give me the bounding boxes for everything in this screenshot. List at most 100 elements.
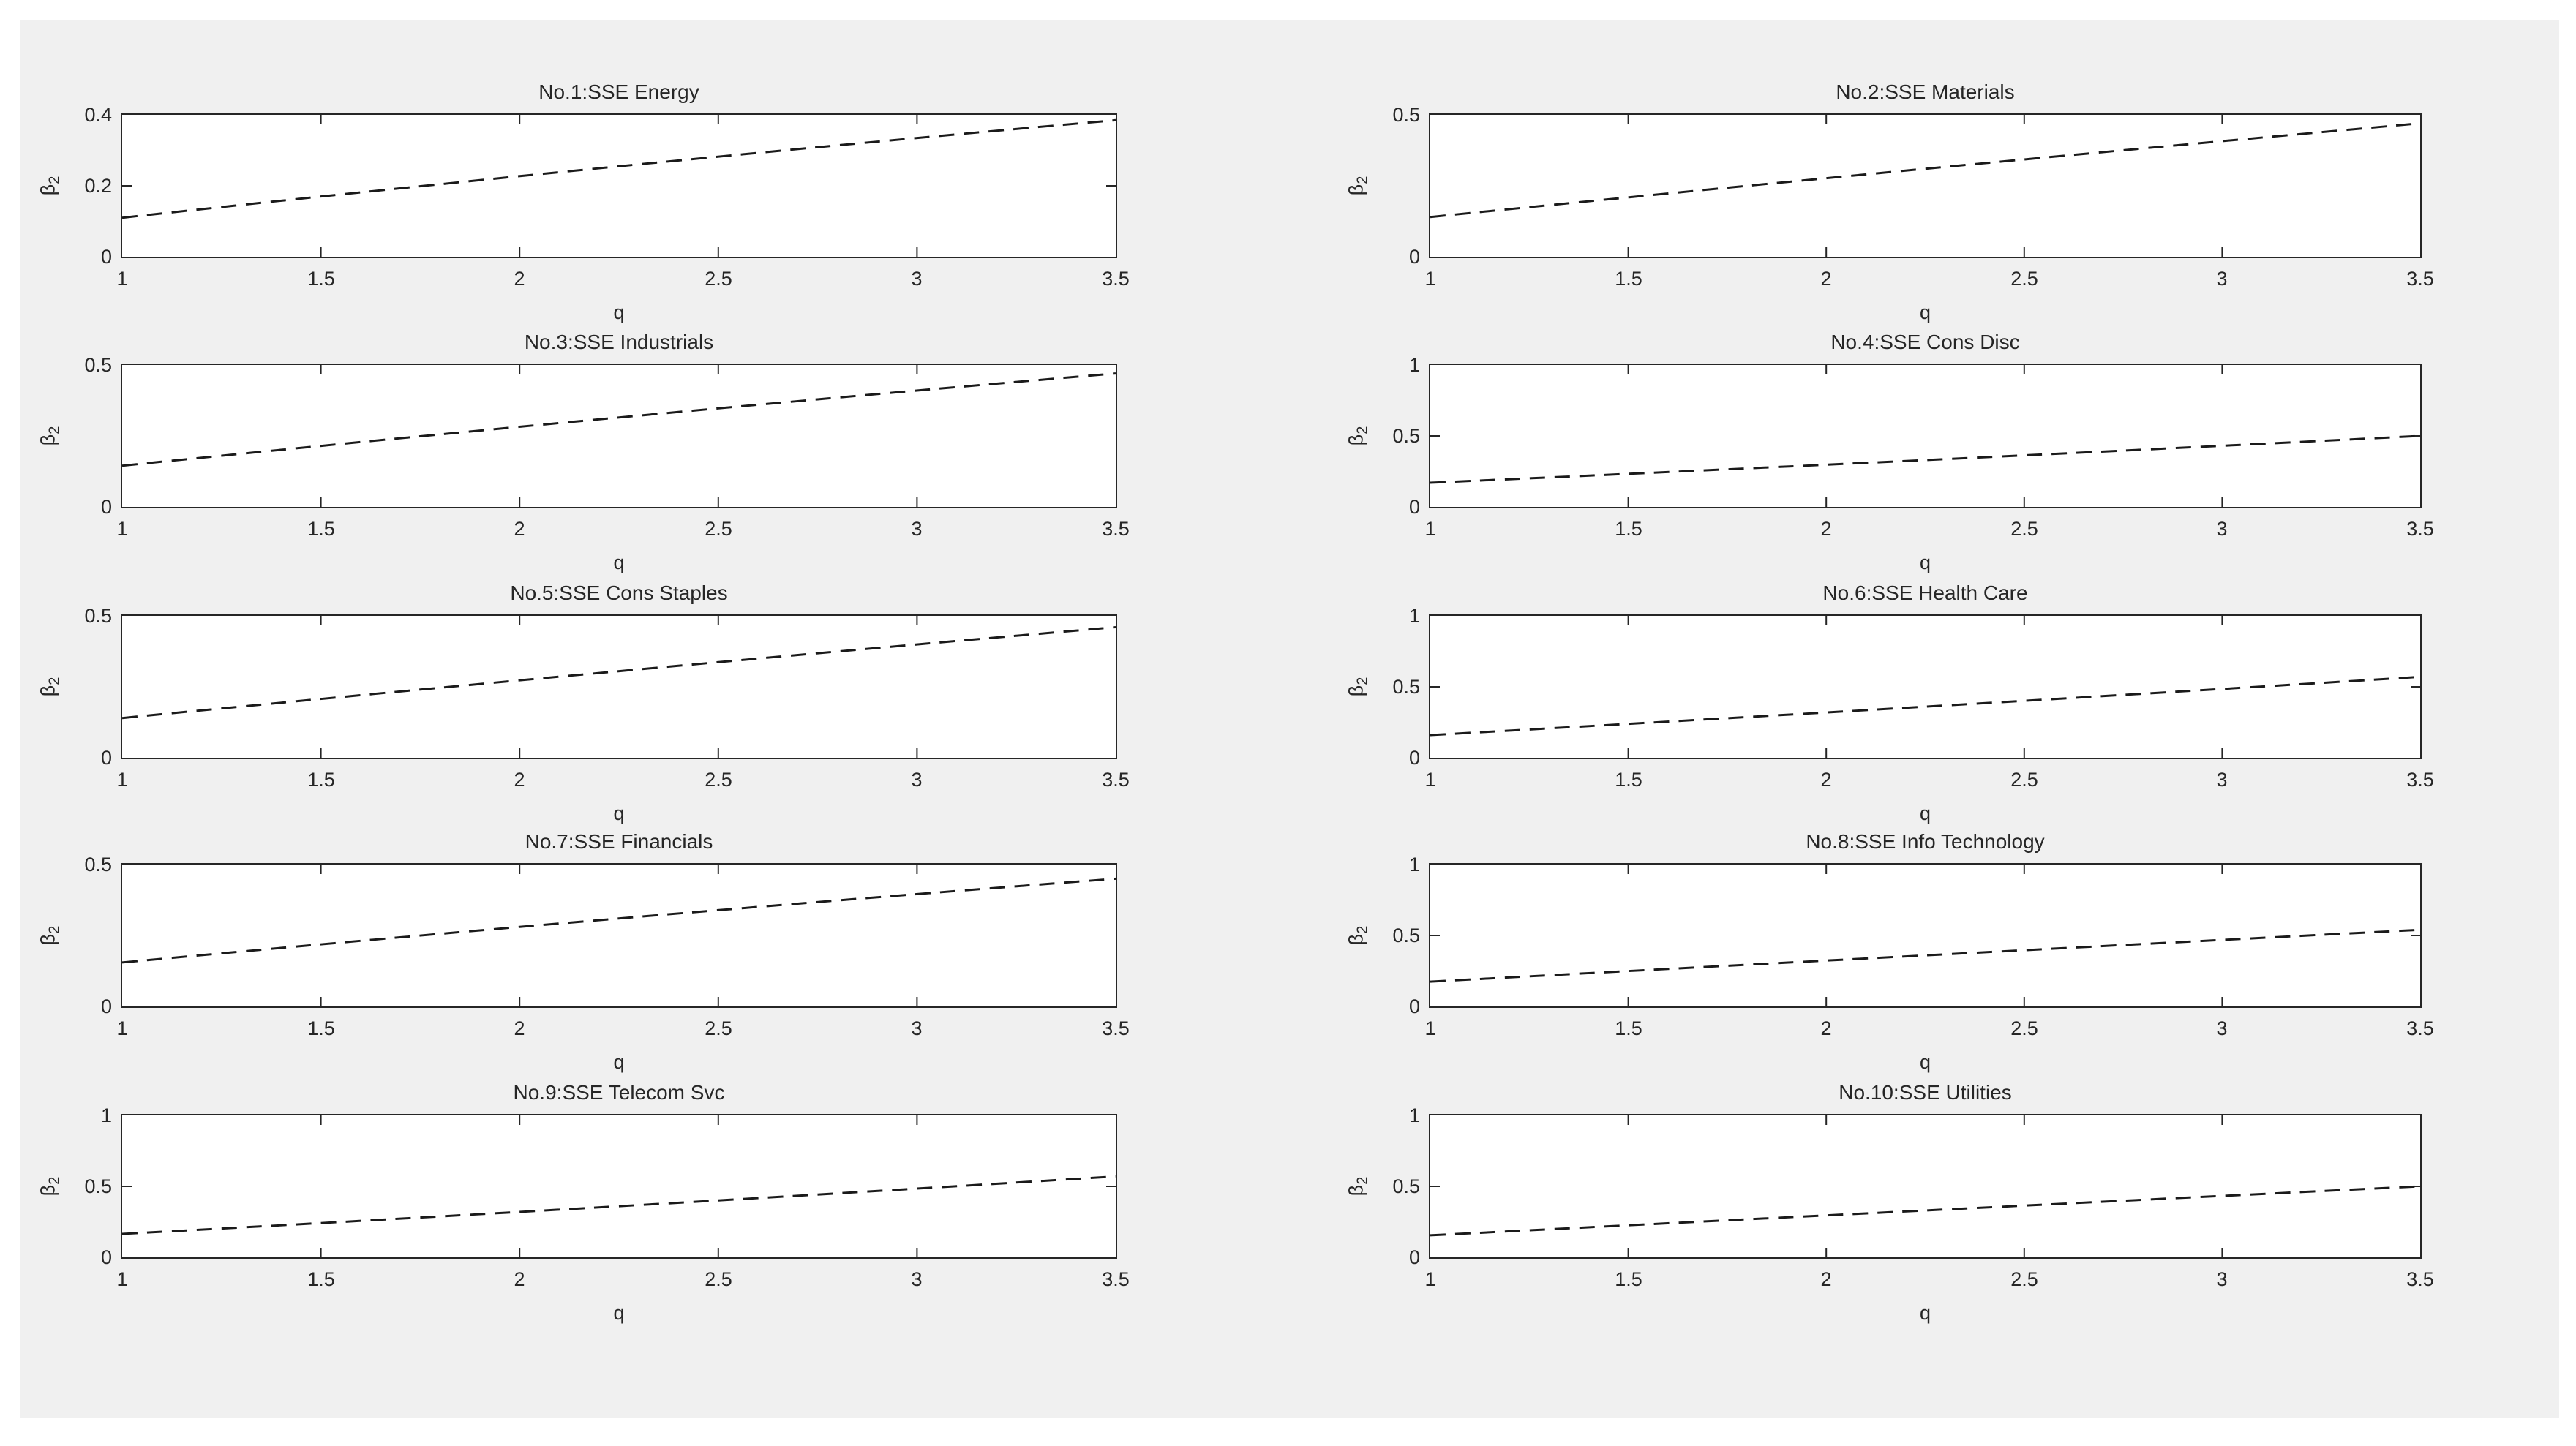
y-axis-label-base: β — [1345, 685, 1367, 697]
y-tick-label: 0 — [1408, 747, 1420, 769]
plot-area — [1430, 365, 2420, 507]
x-tick-label: 2.5 — [705, 268, 732, 290]
x-tick-label: 3.5 — [2406, 518, 2434, 540]
subplot-title: No.1:SSE Energy — [538, 80, 699, 103]
x-tick-label: 2.5 — [2010, 1268, 2038, 1290]
axes-box — [121, 614, 1117, 759]
y-axis-label: β2 — [1345, 677, 1373, 697]
y-tick-label: 0 — [1408, 1246, 1420, 1268]
y-axis-label-sub: 2 — [1354, 1176, 1371, 1185]
x-tick-label: 3 — [911, 769, 923, 791]
plot-area — [1430, 616, 2420, 758]
y-tick-label: 0.5 — [1392, 925, 1420, 946]
y-tick-label: 1 — [1408, 605, 1420, 627]
subplot-title: No.9:SSE Telecom Svc — [513, 1081, 725, 1104]
x-axis-label: q — [613, 1302, 625, 1324]
x-tick-label: 3.5 — [2406, 1017, 2434, 1039]
x-tick-label: 3 — [911, 268, 923, 290]
y-axis-label-base: β — [37, 1184, 59, 1197]
x-tick-label: 1.5 — [307, 1268, 335, 1290]
x-tick-label: 3.5 — [2406, 1268, 2434, 1290]
x-tick-label: 2 — [514, 518, 525, 540]
x-tick-label: 2.5 — [705, 518, 732, 540]
y-tick-label: 0 — [1408, 496, 1420, 518]
x-tick-label: 2 — [514, 268, 525, 290]
x-tick-label: 1 — [116, 1017, 128, 1039]
x-axis-label: q — [613, 551, 625, 573]
x-tick-label: 1.5 — [1615, 268, 1642, 290]
y-axis-label-sub: 2 — [1354, 176, 1371, 184]
subplot-title: No.2:SSE Materials — [1836, 80, 2015, 103]
y-axis-label: β2 — [1345, 1177, 1373, 1197]
y-axis-label-sub: 2 — [46, 1176, 63, 1185]
x-tick-label: 3.5 — [2406, 268, 2434, 290]
plot-area — [122, 115, 1116, 257]
y-axis-label: β2 — [37, 426, 65, 446]
x-tick-label: 1 — [1424, 1268, 1436, 1290]
x-axis-label: q — [1919, 802, 1931, 824]
y-tick-label: 0 — [1408, 246, 1420, 268]
x-tick-label: 2.5 — [2010, 518, 2038, 540]
x-tick-label: 3 — [2216, 518, 2228, 540]
plot-area — [1430, 115, 2420, 257]
x-tick-label: 2 — [514, 1017, 525, 1039]
axes-box — [1429, 113, 2422, 258]
y-axis-label: β2 — [1345, 926, 1373, 946]
axes-box — [1429, 863, 2422, 1008]
beta-line — [122, 1175, 1116, 1235]
x-tick-label: 1 — [1424, 769, 1436, 791]
x-tick-label: 3 — [911, 518, 923, 540]
x-tick-label: 2 — [1820, 1017, 1832, 1039]
plot-area — [122, 365, 1116, 507]
y-axis-label: β2 — [37, 1177, 65, 1197]
axes-box — [121, 364, 1117, 508]
x-tick-label: 1.5 — [1615, 769, 1642, 791]
x-axis-label: q — [1919, 1051, 1931, 1073]
x-tick-label: 1 — [116, 268, 128, 290]
x-tick-label: 1.5 — [307, 1017, 335, 1039]
subplot-title: No.4:SSE Cons Disc — [1830, 331, 2020, 353]
x-tick-label: 3 — [911, 1017, 923, 1039]
y-axis-label: β2 — [37, 926, 65, 946]
y-tick-label: 0 — [1408, 995, 1420, 1017]
x-axis-label: q — [1919, 551, 1931, 573]
y-axis-label-sub: 2 — [1354, 677, 1371, 685]
x-axis-label: q — [613, 802, 625, 824]
y-axis-label: β2 — [37, 677, 65, 697]
y-axis-label-sub: 2 — [1354, 426, 1371, 434]
x-tick-label: 2 — [514, 769, 525, 791]
axes-box — [121, 1114, 1117, 1259]
x-tick-label: 3.5 — [1102, 769, 1130, 791]
x-tick-label: 1.5 — [307, 518, 335, 540]
x-tick-label: 1 — [1424, 518, 1436, 540]
y-tick-label: 0 — [100, 747, 112, 769]
x-tick-label: 2.5 — [2010, 769, 2038, 791]
subplot-title: No.6:SSE Health Care — [1822, 581, 2028, 604]
y-tick-label: 0.5 — [1392, 676, 1420, 698]
y-axis-label-sub: 2 — [46, 677, 63, 685]
beta-line — [1430, 675, 2420, 737]
y-tick-label: 0.4 — [84, 104, 112, 126]
x-tick-label: 1.5 — [1615, 1268, 1642, 1290]
y-axis-label-base: β — [37, 685, 59, 697]
y-tick-label: 0.5 — [1392, 104, 1420, 126]
x-tick-label: 1 — [1424, 1017, 1436, 1039]
subplot-title: No.8:SSE Info Technology — [1806, 830, 2045, 853]
beta-line — [1430, 122, 2420, 219]
axes-box — [1429, 1114, 2422, 1259]
x-tick-label: 3 — [911, 1268, 923, 1290]
x-tick-label: 1 — [1424, 268, 1436, 290]
y-tick-label: 0 — [100, 995, 112, 1017]
y-axis-label-base: β — [37, 933, 59, 946]
x-tick-label: 2.5 — [705, 1268, 732, 1290]
y-axis-label-base: β — [1345, 933, 1367, 946]
x-tick-label: 1 — [116, 518, 128, 540]
y-axis-label-sub: 2 — [1354, 925, 1371, 934]
subplot-title: No.7:SSE Financials — [525, 830, 713, 853]
beta-line — [1430, 434, 2420, 484]
x-tick-label: 1.5 — [307, 769, 335, 791]
x-tick-label: 1.5 — [1615, 1017, 1642, 1039]
y-tick-label: 1 — [1408, 854, 1420, 875]
y-tick-label: 1 — [1408, 1104, 1420, 1126]
